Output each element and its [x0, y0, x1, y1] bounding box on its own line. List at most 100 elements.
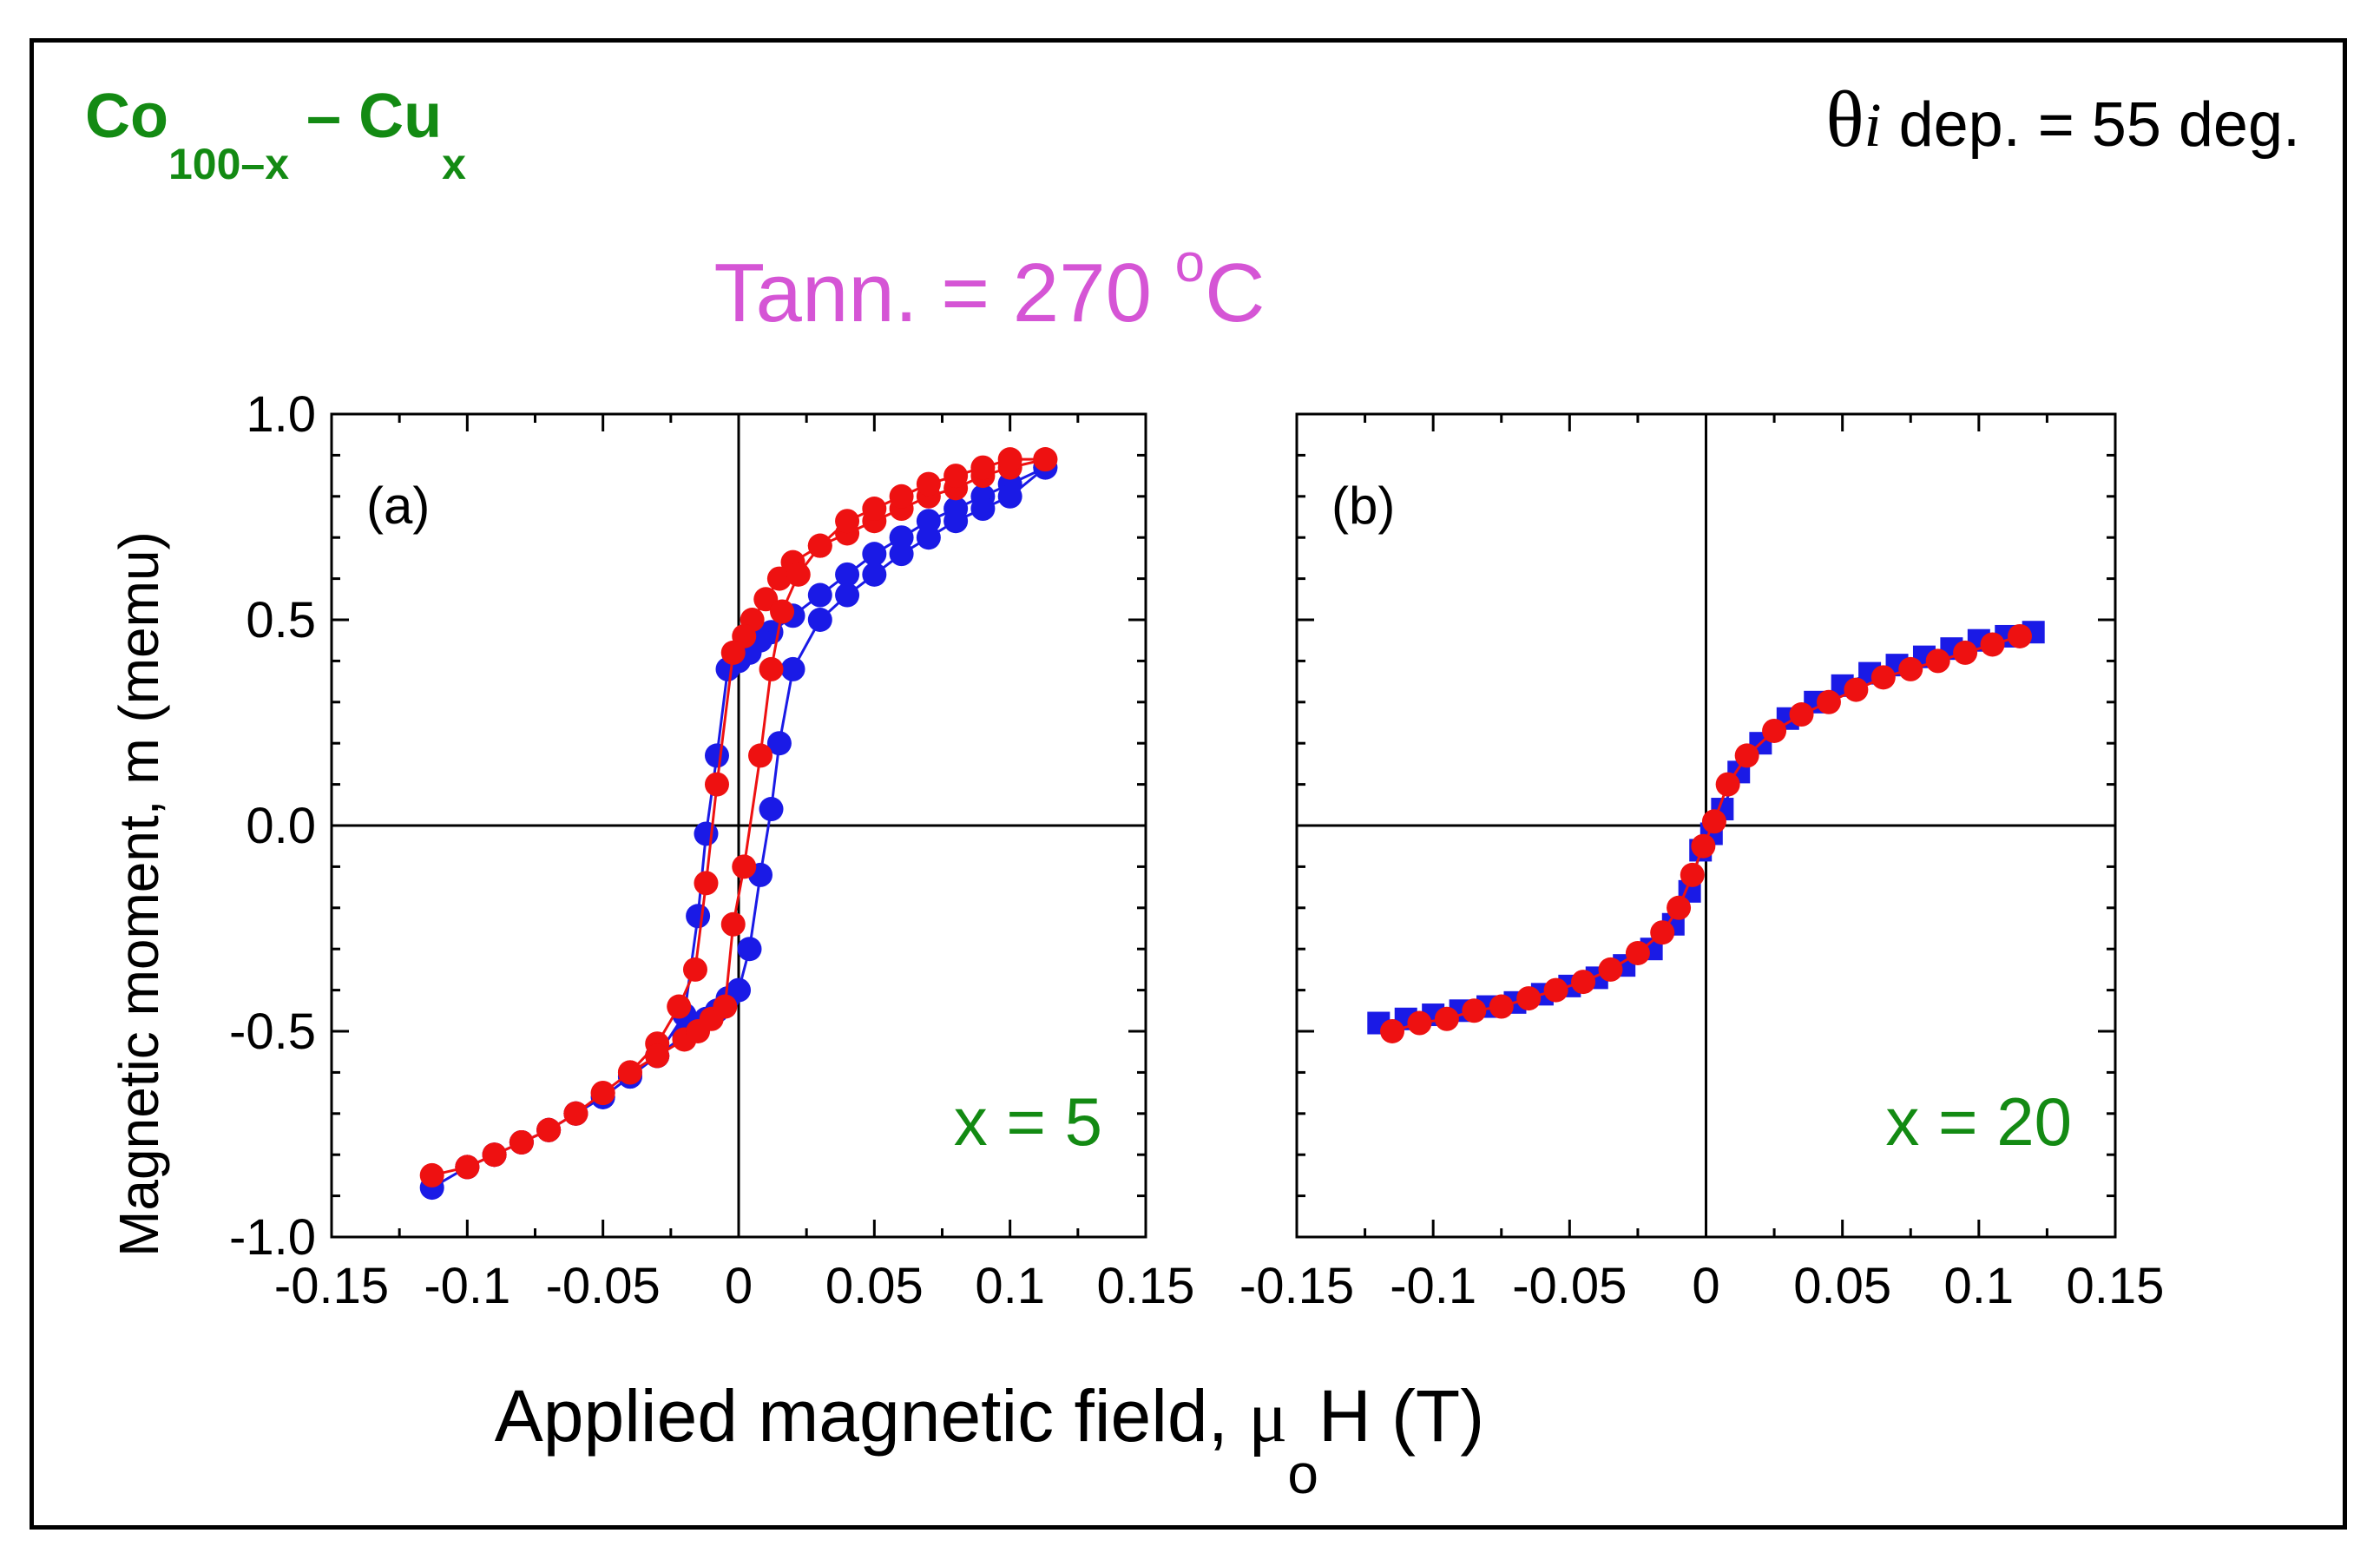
data-point-red — [682, 957, 707, 982]
data-point-blue — [862, 562, 887, 587]
data-point-red — [509, 1129, 534, 1155]
data-point-blue — [766, 731, 792, 756]
data-point-red — [862, 497, 887, 522]
y-tick-label: 1.0 — [246, 386, 316, 443]
data-point-red — [1789, 702, 1814, 727]
data-point-blue — [807, 582, 832, 608]
x-tick-label: 0 — [1692, 1258, 1719, 1314]
data-point-blue — [835, 582, 860, 608]
data-point-red — [943, 464, 969, 489]
x-tick-label: -0.15 — [1239, 1258, 1354, 1314]
data-point-red — [704, 772, 729, 797]
composition-cu: Cu — [358, 82, 442, 151]
data-point-red — [645, 1043, 670, 1069]
data-point-red — [1543, 977, 1568, 1003]
anneal-unit: C — [1205, 247, 1265, 339]
data-point-red — [455, 1155, 480, 1180]
composition-dash: – — [289, 82, 358, 151]
data-point-red — [1625, 940, 1650, 965]
data-point-blue — [737, 937, 762, 962]
data-point-red — [1898, 656, 1923, 681]
data-point-red — [1980, 632, 2005, 657]
angle-text: dep. = 55 deg. — [1882, 90, 2300, 160]
anneal-temp-label: Tann. = 270 oC — [714, 234, 1266, 339]
data-point-red — [1407, 1010, 1432, 1036]
x-axis-label-main: Applied magnetic field, — [495, 1375, 1249, 1457]
data-point-red — [720, 911, 746, 937]
data-point-blue — [694, 821, 719, 846]
x-tick-label: -0.05 — [546, 1258, 661, 1314]
theta-sub: i — [1864, 90, 1882, 160]
data-point-red — [1691, 833, 1716, 859]
data-point-red — [1598, 957, 1623, 982]
x-tick-label: 0.1 — [975, 1258, 1045, 1314]
data-point-blue — [704, 743, 729, 768]
x-tick-label: -0.15 — [274, 1258, 389, 1314]
data-point-red — [1734, 743, 1759, 768]
y-tick-label: -1.0 — [229, 1209, 316, 1266]
data-point-red — [732, 854, 757, 879]
anneal-text: Tann. = 270 — [714, 247, 1175, 339]
x-tick-label: 0.05 — [825, 1258, 924, 1314]
data-point-blue — [726, 977, 751, 1003]
panel-label-a: (a) — [366, 477, 430, 535]
panel-label-b: (b) — [1331, 477, 1395, 535]
data-point-red — [997, 447, 1022, 472]
anneal-degree: o — [1175, 234, 1205, 293]
x-tick-label: -0.1 — [424, 1258, 510, 1314]
x-tick-label: 0.15 — [1097, 1258, 1195, 1314]
data-point-red — [759, 656, 784, 681]
data-point-red — [617, 1060, 642, 1085]
data-point-red — [1816, 689, 1841, 714]
composition-label: Co100–x – Cux — [85, 82, 466, 188]
x-axis-label-rest: H (T) — [1318, 1375, 1484, 1457]
data-point-red — [536, 1117, 562, 1142]
data-point-red — [766, 566, 792, 591]
data-point-red — [807, 533, 832, 558]
composition-co-sub: 100–x — [168, 140, 289, 188]
x-axis-label-mu: μ — [1248, 1377, 1287, 1457]
x-axis-label-sub: o — [1287, 1443, 1318, 1505]
data-point-red — [970, 455, 996, 480]
panel-a: -0.15 -0.1 -0.05 0 0.05 0.1 0.15 -1.0 -0.5 0.0 0.5… — [229, 386, 1194, 1314]
data-point-red — [1434, 1006, 1459, 1031]
data-point-red — [720, 640, 746, 665]
y-tick-label: -0.5 — [229, 1003, 316, 1060]
data-point-blue — [807, 608, 832, 632]
data-point-red — [1844, 677, 1869, 702]
data-point-red — [482, 1142, 507, 1168]
data-point-blue — [759, 797, 784, 822]
data-point-blue — [943, 509, 969, 534]
data-point-blue — [970, 497, 996, 522]
data-point-blue — [889, 542, 914, 567]
data-point-red — [748, 743, 773, 768]
data-point-blue — [780, 656, 805, 681]
data-point-red — [1680, 862, 1705, 887]
data-point-red — [1033, 447, 1058, 472]
data-point-red — [667, 994, 692, 1019]
data-point-blue — [862, 542, 887, 567]
x-tick-label: 0.05 — [1793, 1258, 1891, 1314]
data-point-red — [1762, 718, 1787, 743]
data-point-red — [835, 509, 860, 534]
data-point-red — [770, 599, 795, 624]
data-point-red — [1571, 970, 1596, 995]
data-point-red — [786, 562, 811, 587]
data-point-red — [1701, 809, 1726, 834]
data-point-red — [1650, 920, 1675, 945]
y-tick-label: 0.0 — [246, 798, 316, 854]
data-point-red — [563, 1101, 588, 1126]
x-axis-label: Applied magnetic field, μoH (T) — [495, 1375, 1484, 1505]
composition-annotation-a: x = 5 — [954, 1083, 1102, 1160]
data-point-red — [419, 1162, 444, 1188]
data-point-blue — [686, 904, 711, 929]
x-tick-label: 0.1 — [1944, 1258, 2015, 1314]
data-point-red — [2007, 623, 2032, 648]
data-point-red — [590, 1081, 615, 1106]
data-point-red — [1516, 986, 1542, 1011]
data-point-red — [1953, 640, 1978, 665]
figure-frame — [30, 38, 2347, 1530]
data-point-red — [1925, 648, 1950, 674]
x-tick-label: -0.05 — [1512, 1258, 1627, 1314]
data-point-red — [694, 871, 719, 896]
